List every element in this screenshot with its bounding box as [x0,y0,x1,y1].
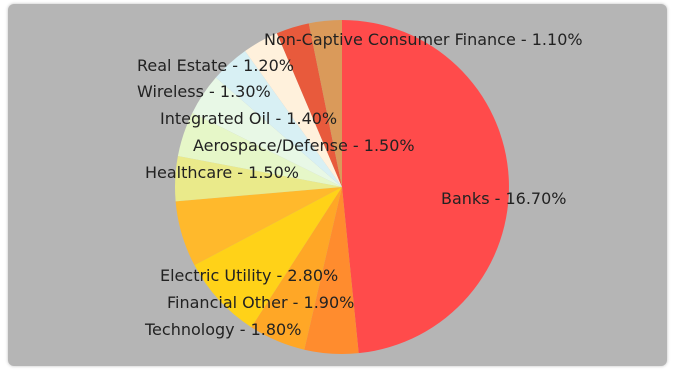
slice-label-electric-utility: Electric Utility - 2.80% [160,266,338,285]
pie-labels: Banks - 16.70% Technology - 1.80% Financ… [137,30,583,339]
pie-slice-non-captive-consumer-finance [308,20,342,187]
slice-label-wireless: Wireless - 1.30% [137,82,271,101]
slice-label-financial-other: Financial Other - 1.90% [167,293,354,312]
pie-slice-banks [342,20,509,354]
pie-slice-technology [304,187,359,354]
pie-slice-integrated-oil [192,77,342,187]
pie-slices [174,20,509,354]
pie-slice-wireless [215,51,342,188]
pie-slice-healthcare [174,156,342,202]
pie-slice-real-estate [245,33,342,188]
pie-slice-aerospace-defense [177,112,342,187]
slice-label-integrated-oil: Integrated Oil - 1.40% [160,109,337,128]
slice-label-technology: Technology - 1.80% [144,320,301,339]
slice-label-aerospace-defense: Aerospace/Defense - 1.50% [193,136,415,155]
slice-label-banks: Banks - 16.70% [441,189,566,208]
pie-slice-other-unlabeled [175,187,342,266]
slice-label-non-captive-consumer-finance: Non-Captive Consumer Finance - 1.10% [264,30,583,49]
pie-slice-financial-other [251,187,342,350]
slice-label-healthcare: Healthcare - 1.50% [145,163,299,182]
pie-slice-unlabeled [276,23,342,188]
pie-slice-electric-utility [194,187,342,328]
slice-label-real-estate: Real Estate - 1.20% [137,56,294,75]
